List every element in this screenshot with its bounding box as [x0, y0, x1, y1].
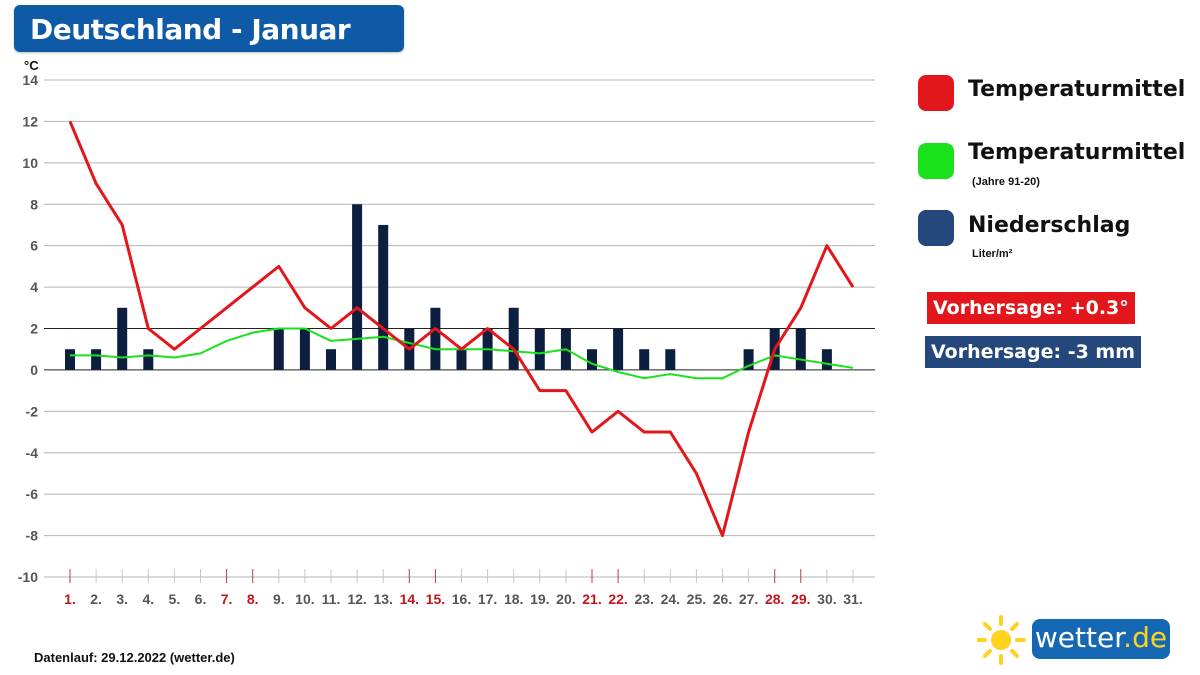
x-tick-label: 11.	[322, 591, 341, 607]
x-tick-label: 10.	[295, 591, 314, 607]
legend-swatch-temperature-normal	[918, 143, 954, 179]
x-tick-label: 24.	[661, 591, 680, 607]
x-tick-label: 2.	[90, 591, 102, 607]
y-tick-label: -10	[18, 569, 38, 585]
precipitation-bar	[65, 349, 75, 370]
precipitation-bar	[613, 328, 624, 370]
legend-swatch-precipitation	[918, 210, 954, 246]
precipitation-bar	[91, 349, 102, 370]
y-tick-label: 14	[22, 72, 38, 88]
precipitation-bar	[743, 349, 754, 370]
logo-name: wetter	[1034, 621, 1124, 654]
precipitation-bar	[299, 328, 310, 370]
precipitation-bar	[587, 349, 597, 370]
precipitation-bar	[795, 328, 806, 370]
forecast-precipitation-badge: Vorhersage: -3 mm	[925, 336, 1142, 368]
weather-chart: °C14 12 10 8 6 4 2 0 -2 -4 -6 -8 -10 1. 2. 3. 4. 5. 6. 7. 8.…	[18, 58, 875, 607]
x-tick-label: 1.	[64, 591, 76, 607]
y-axis-unit: °C	[24, 58, 39, 73]
x-tick-label: 7.	[221, 591, 233, 607]
legend-label-temperature: Temperaturmittel	[968, 77, 1186, 102]
y-tick-label: 8	[30, 196, 38, 212]
y-tick-label: 12	[22, 113, 38, 129]
x-tick-label: 26.	[713, 591, 732, 607]
precipitation-bar	[352, 204, 363, 370]
x-tick-label: 12.	[347, 591, 366, 607]
forecast-temperature-badge: Vorhersage: +0.3°	[927, 292, 1135, 324]
x-tick-label: 22.	[608, 591, 627, 607]
y-tick-label: 4	[30, 279, 38, 295]
x-tick-label: 25.	[687, 591, 706, 607]
legend-label-precipitation: Niederschlag	[968, 213, 1131, 238]
y-tick-label: -4	[26, 445, 39, 461]
logo-wordmark: wetter.de	[1032, 619, 1170, 659]
precipitation-bar	[273, 328, 284, 370]
y-tick-label: 0	[30, 362, 38, 378]
precipitation-bar	[508, 307, 519, 370]
y-tick-label: -6	[26, 486, 39, 502]
x-tick-label: 23.	[634, 591, 653, 607]
x-tick-label: 30.	[817, 591, 836, 607]
x-tick-label: 13.	[373, 591, 392, 607]
title-banner: Deutschland - Januar	[14, 5, 404, 52]
y-tick-label: -2	[26, 403, 39, 419]
sun-icon	[977, 615, 1026, 665]
precipitation-bar	[326, 349, 336, 370]
x-tick-label: 31.	[843, 591, 862, 607]
precipitation-bar	[378, 224, 389, 370]
x-tick-label: 17.	[478, 591, 497, 607]
y-tick-label: -8	[26, 528, 39, 544]
x-tick-label: 9.	[273, 591, 285, 607]
x-tick-label: 27.	[739, 591, 758, 607]
x-tick-label: 18.	[504, 591, 523, 607]
x-tick-label: 8.	[247, 591, 259, 607]
precipitation-bar	[534, 328, 545, 370]
x-tick-label: 20.	[556, 591, 575, 607]
precipitation-bar	[456, 349, 467, 370]
x-tick-label: 21.	[582, 591, 601, 607]
page-title: Deutschland - Januar	[30, 13, 351, 46]
precipitation-bar	[430, 307, 441, 370]
data-run-footer: Datenlauf: 29.12.2022 (wetter.de)	[34, 650, 235, 665]
precipitation-bar	[143, 349, 154, 370]
x-tick-label: 15.	[426, 591, 445, 607]
legend-swatch-temperature	[918, 75, 954, 111]
precipitation-bar	[821, 349, 832, 370]
y-tick-label: 6	[30, 238, 38, 254]
legend-label-temperature-normal: Temperaturmittel	[968, 140, 1186, 165]
precipitation-bar	[665, 349, 676, 370]
x-tick-label: 19.	[530, 591, 549, 607]
x-tick-label: 4.	[142, 591, 154, 607]
x-tick-label: 3.	[116, 591, 128, 607]
x-tick-label: 5.	[169, 591, 181, 607]
x-tick-label: 28.	[765, 591, 784, 607]
precipitation-bar	[639, 349, 650, 370]
y-tick-label: 10	[22, 155, 38, 171]
x-tick-label: 29.	[791, 591, 810, 607]
y-tick-label: 2	[30, 321, 38, 337]
wetter-logo: wetter.de	[977, 615, 1172, 665]
x-tick-label: 14.	[400, 591, 419, 607]
temperature-line	[68, 120, 855, 538]
legend-sub-temperature-normal: (Jahre 91-20)	[972, 176, 1040, 188]
x-tick-label: 16.	[452, 591, 471, 607]
x-tick-label: 6.	[195, 591, 207, 607]
legend-sub-precipitation: Liter/m²	[972, 248, 1013, 260]
precipitation-bar	[117, 307, 128, 370]
logo-tld: .de	[1123, 621, 1168, 654]
